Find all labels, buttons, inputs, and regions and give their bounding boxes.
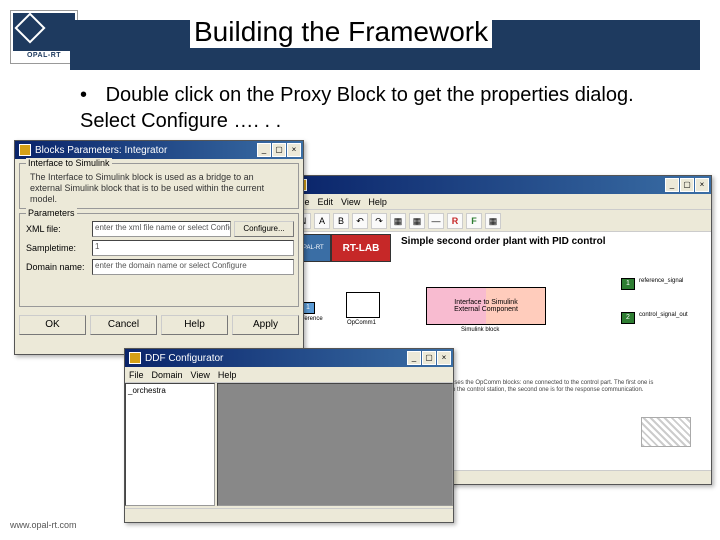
bullet-content: Double click on the Proxy Block to get t… [80, 84, 634, 132]
menu-edit[interactable]: Edit [318, 197, 334, 207]
menu-help[interactable]: Help [218, 370, 237, 380]
badge-right: RT-LAB [331, 234, 391, 262]
domain-input[interactable]: enter the domain name or select Configur… [92, 259, 294, 275]
toolbar-icon[interactable]: ▦ [485, 213, 501, 229]
sampletime-input[interactable]: 1 [92, 240, 294, 256]
tree-root[interactable]: _orchestra [128, 386, 166, 395]
configurator-content[interactable] [217, 383, 453, 506]
opcomm-label: OpComm1 [347, 320, 376, 326]
domain-label: Domain name: [24, 262, 92, 272]
dialog-titlebar[interactable]: Blocks Parameters: Integrator _ ▢ × [15, 141, 303, 159]
tree-panel[interactable]: _orchestra [125, 383, 215, 506]
rtlab-badge: OPAL-RT RT-LAB [291, 234, 391, 262]
window-icon [19, 144, 31, 156]
outport2-label: control_signal_out [639, 312, 688, 318]
xml-input[interactable]: enter the xml file name or select Config… [92, 221, 231, 237]
bullet-text: • Double click on the Proxy Block to get… [80, 82, 680, 134]
toolbar-icon[interactable]: F [466, 213, 482, 229]
toolbar-icon[interactable]: — [428, 213, 444, 229]
menu-view[interactable]: View [191, 370, 210, 380]
parameters-label: Parameters [26, 208, 77, 218]
minimize-button[interactable]: _ [665, 178, 679, 192]
maximize-button[interactable]: ▢ [680, 178, 694, 192]
simulink-titlebar[interactable]: _ ▢ × [291, 176, 711, 194]
sim-caption: Simple second order plant with PID contr… [401, 236, 605, 247]
ok-button[interactable]: OK [19, 315, 86, 335]
minimize-button[interactable]: _ [407, 351, 421, 365]
maximize-button[interactable]: ▢ [422, 351, 436, 365]
minimize-button[interactable]: _ [257, 143, 271, 157]
toolbar-icon[interactable]: R [447, 213, 463, 229]
footer-url: www.opal-rt.com [10, 520, 77, 530]
outport1-label: reference_signal [639, 278, 683, 284]
menu-file[interactable]: File [129, 370, 144, 380]
toolbar-icon[interactable]: B [333, 213, 349, 229]
toolbar-icon[interactable]: ↶ [352, 213, 368, 229]
toolbar-icon[interactable]: ↷ [371, 213, 387, 229]
close-button[interactable]: × [437, 351, 451, 365]
interface-label: Interface to Simulink [26, 158, 112, 168]
sim-note: The model uses the OpComm blocks: one co… [421, 380, 681, 393]
configurator-titlebar[interactable]: DDF Configurator _ ▢ × [125, 349, 453, 367]
simulink-toolbar[interactable]: N A B ↶ ↷ ▦ ▦ — R F ▦ [291, 210, 711, 232]
close-button[interactable]: × [287, 143, 301, 157]
parameters-dialog: Blocks Parameters: Integrator _ ▢ × Inte… [14, 140, 304, 355]
dialog-buttons: OK Cancel Help Apply [15, 311, 303, 339]
configurator-menubar[interactable]: File Domain View Help [125, 367, 453, 383]
toolbar-icon[interactable]: ▦ [390, 213, 406, 229]
sampletime-label: Sampletime: [24, 243, 92, 253]
dialog-title: Blocks Parameters: Integrator [35, 145, 256, 156]
opcomm-block[interactable] [346, 292, 380, 318]
cancel-button[interactable]: Cancel [90, 315, 157, 335]
slide-header: Building the Framework [70, 20, 700, 70]
slide-title: Building the Framework [190, 16, 492, 48]
menu-domain[interactable]: Domain [152, 370, 183, 380]
hatch-block-2 [641, 417, 691, 447]
close-button[interactable]: × [695, 178, 709, 192]
proxy-line1: Interface to Simulink [454, 299, 517, 306]
configurator-title: DDF Configurator [145, 353, 406, 364]
proxy-caption: Simulink block [461, 327, 499, 333]
proxy-line2: External Component [454, 306, 518, 313]
simulink-menubar[interactable]: File Edit View Help [291, 194, 711, 210]
window-icon [129, 352, 141, 364]
outport2[interactable]: 2 [621, 312, 635, 324]
configurator-statusbar [125, 508, 453, 522]
parameters-section: Parameters XML file: enter the xml file … [19, 213, 299, 307]
outport1[interactable]: 1 [621, 278, 635, 290]
bullet-marker: • [80, 82, 100, 108]
interface-description: The Interface to Simulink block is used … [24, 168, 294, 208]
apply-button[interactable]: Apply [232, 315, 299, 335]
configurator-window: DDF Configurator _ ▢ × File Domain View … [124, 348, 454, 523]
interface-section: Interface to Simulink The Interface to S… [19, 163, 299, 209]
proxy-block[interactable]: Interface to Simulink External Component [426, 287, 546, 325]
xml-label: XML file: [24, 224, 92, 234]
maximize-button[interactable]: ▢ [272, 143, 286, 157]
toolbar-icon[interactable]: A [314, 213, 330, 229]
menu-help[interactable]: Help [368, 197, 387, 207]
help-button[interactable]: Help [161, 315, 228, 335]
configure-button[interactable]: Configure... [234, 221, 294, 237]
logo-graphic [13, 13, 75, 51]
toolbar-icon[interactable]: ▦ [409, 213, 425, 229]
logo: OPAL-RT [10, 10, 78, 64]
logo-text: OPAL-RT [13, 51, 75, 59]
menu-view[interactable]: View [341, 197, 360, 207]
